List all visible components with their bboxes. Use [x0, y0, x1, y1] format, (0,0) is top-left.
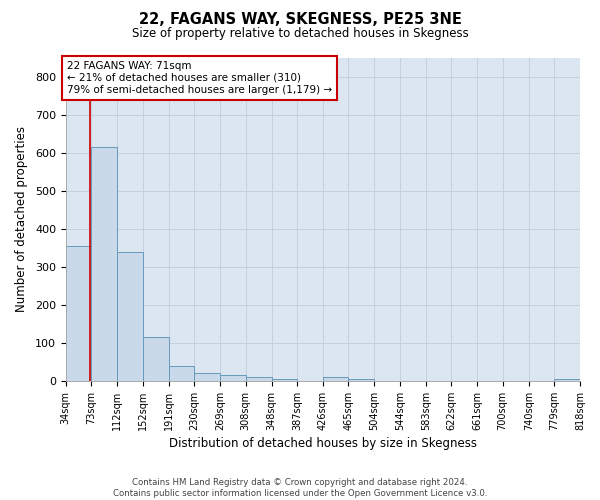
X-axis label: Distribution of detached houses by size in Skegness: Distribution of detached houses by size …	[169, 437, 477, 450]
Bar	[272, 379, 298, 381]
Bar	[349, 379, 374, 381]
Bar	[66, 246, 91, 381]
Bar	[169, 366, 194, 381]
Bar	[323, 377, 349, 381]
Text: Size of property relative to detached houses in Skegness: Size of property relative to detached ho…	[131, 28, 469, 40]
Text: 22 FAGANS WAY: 71sqm
← 21% of detached houses are smaller (310)
79% of semi-deta: 22 FAGANS WAY: 71sqm ← 21% of detached h…	[67, 62, 332, 94]
Bar	[194, 374, 220, 381]
Text: 22, FAGANS WAY, SKEGNESS, PE25 3NE: 22, FAGANS WAY, SKEGNESS, PE25 3NE	[139, 12, 461, 28]
Bar	[245, 377, 272, 381]
Bar	[220, 376, 245, 381]
Bar	[143, 337, 169, 381]
Bar	[117, 252, 143, 381]
Bar	[91, 147, 117, 381]
Y-axis label: Number of detached properties: Number of detached properties	[15, 126, 28, 312]
Bar	[554, 379, 580, 381]
Text: Contains HM Land Registry data © Crown copyright and database right 2024.
Contai: Contains HM Land Registry data © Crown c…	[113, 478, 487, 498]
